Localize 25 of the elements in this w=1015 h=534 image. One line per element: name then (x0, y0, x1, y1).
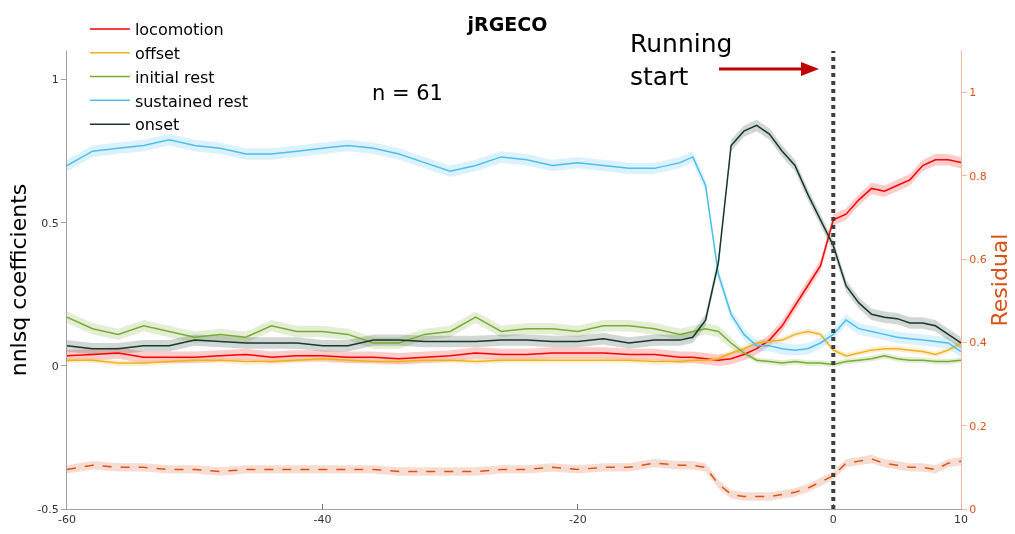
y2-tick-label: 0.8 (969, 169, 987, 183)
y2-tick-label: 0.2 (969, 419, 987, 433)
chart-title: jRGECO (466, 12, 548, 35)
y-tick-label: 1 (51, 73, 59, 87)
legend-label: offset (134, 44, 181, 64)
y-tick-label: 0 (51, 359, 59, 373)
y-tick-label: 0.5 (41, 216, 59, 230)
x-tick-label: -40 (313, 513, 332, 527)
x-tick-label: 10 (954, 513, 968, 527)
y-axis-title: nnlsq coefficients (6, 183, 32, 377)
annotation: n = 61 (372, 80, 444, 107)
legend-label: onset (134, 115, 180, 135)
y2-axis-title: Residual (986, 233, 1012, 327)
y-tick-label: -0.5 (37, 502, 59, 516)
x-tick-label: -20 (568, 513, 587, 527)
y2-tick-label: 1 (969, 86, 977, 100)
annotation: Running start (630, 28, 734, 93)
x-tick-label: 0 (829, 513, 837, 527)
x-tick-label: -60 (58, 513, 76, 527)
y2-tick-label: 0 (969, 502, 977, 516)
y2-tick-label: 0.4 (969, 336, 987, 350)
legend-label: sustained rest (134, 91, 249, 111)
y2-tick-label: 0.6 (969, 253, 987, 267)
legend-label: locomotion (134, 20, 224, 40)
legend-label: initial rest (134, 67, 215, 87)
